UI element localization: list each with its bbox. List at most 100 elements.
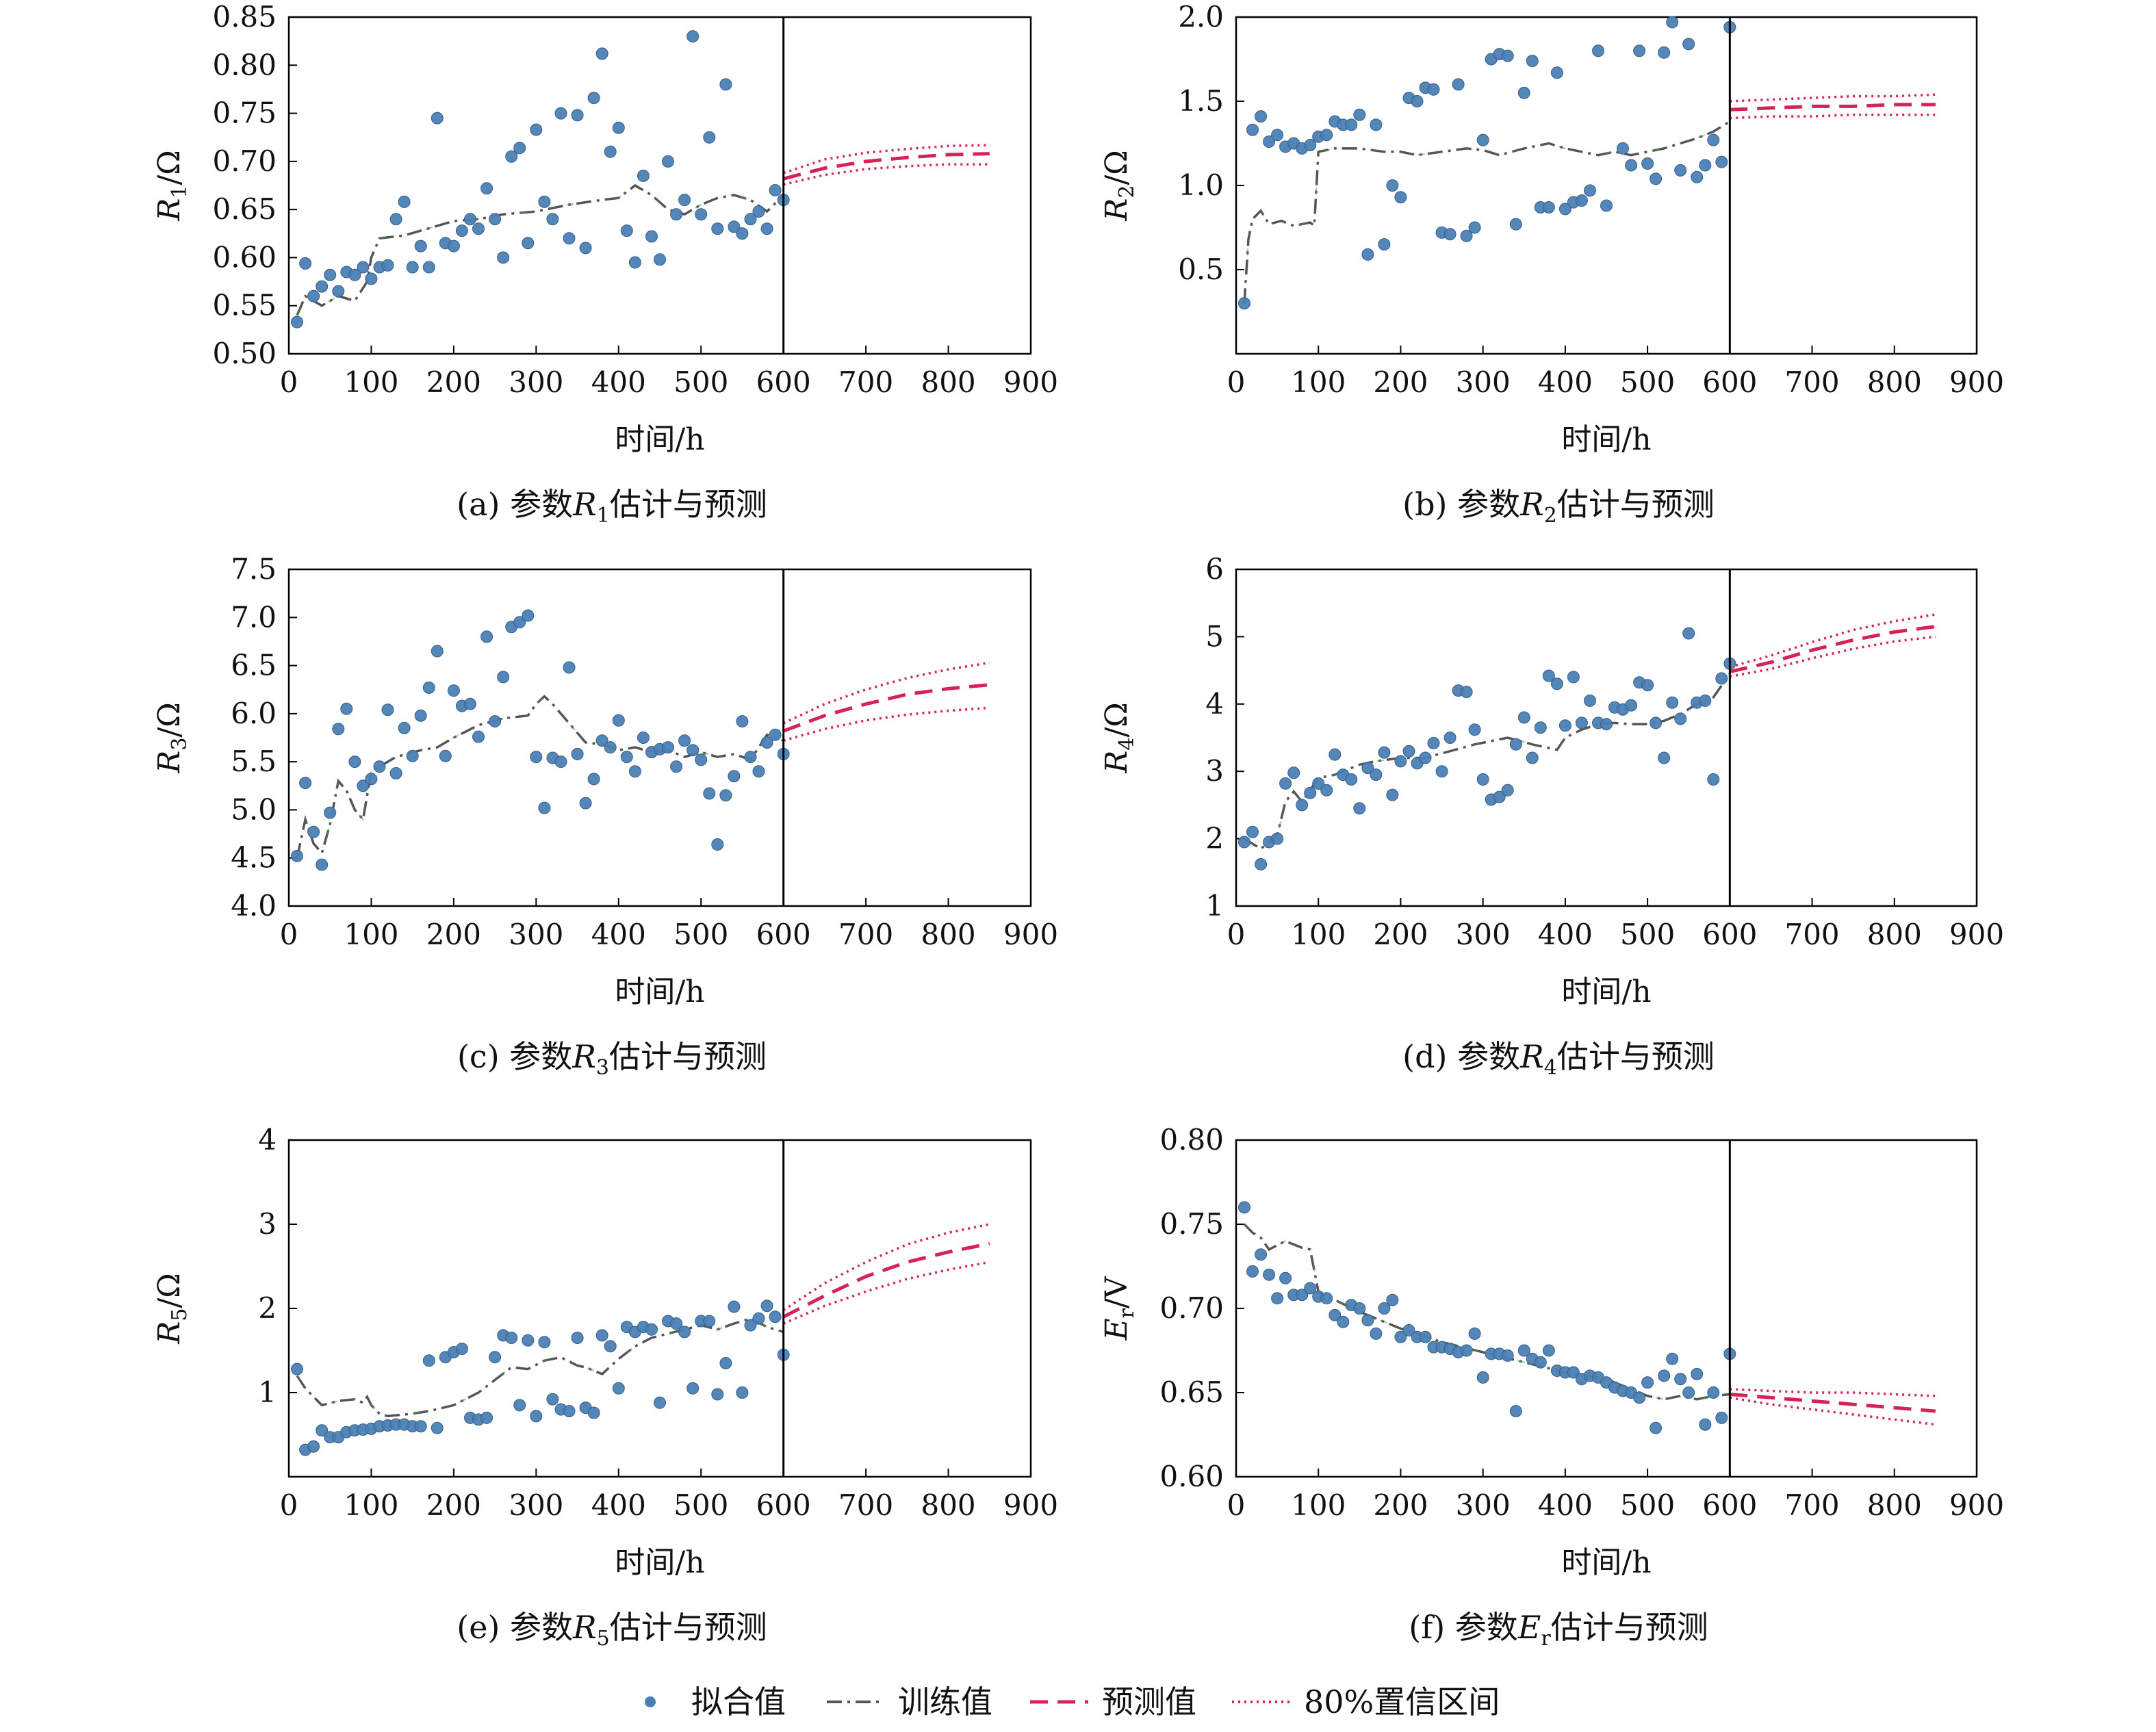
fitted-point [1699, 159, 1712, 172]
fitted-point [620, 224, 633, 237]
fitted-point [316, 280, 329, 293]
x-tick-label: 100 [1291, 1488, 1346, 1522]
chart-panel-d: 0 100 200 300 400 500 600 700 800 900123456时间/hR4… [1099, 552, 2004, 1080]
fitted-point [332, 285, 345, 298]
fitted-point [299, 257, 312, 270]
x-tick-label: 600 [1702, 365, 1757, 399]
fitted-point [1411, 95, 1424, 107]
fitted-point [571, 109, 584, 122]
y-tick-label: 6 [1205, 552, 1224, 586]
fitted-point [654, 1396, 666, 1409]
y-tick-label: 2 [1205, 822, 1224, 855]
training-accent-line [1244, 1224, 1730, 1400]
x-tick-label: 0 [280, 918, 298, 951]
x-tick-label: 500 [1620, 918, 1675, 951]
caption-symbol: E [1517, 1609, 1541, 1646]
y-tick-label: 4 [1205, 687, 1224, 721]
fitted-point [497, 251, 510, 264]
caption-subscript: 4 [1544, 1056, 1557, 1080]
fitted-point [595, 1329, 608, 1342]
fitted-point [744, 213, 757, 226]
y-tick-label: 0.65 [212, 192, 277, 226]
x-tick-label: 700 [838, 918, 893, 951]
fitted-point [422, 261, 435, 274]
fitted-point [1386, 1293, 1399, 1306]
caption-symbol: R [1519, 1038, 1544, 1075]
fitted-point [587, 1406, 600, 1419]
fitted-point [711, 1388, 724, 1401]
fitted-point [422, 681, 435, 694]
x-tick-label: 900 [1003, 918, 1058, 951]
x-tick-label: 600 [1702, 1488, 1757, 1522]
fitted-point [1435, 765, 1448, 778]
fitted-point [422, 1354, 435, 1367]
fitted-point [513, 142, 526, 155]
x-tick-label: 400 [1538, 1488, 1593, 1522]
y-axis-subscript: 2 [1115, 185, 1139, 198]
fitted-point [1567, 671, 1580, 684]
fitted-point [1641, 679, 1654, 692]
fitted-point [1320, 1292, 1333, 1305]
fitted-point [307, 825, 320, 838]
fitted-point [554, 755, 567, 768]
x-tick-label: 100 [344, 365, 398, 399]
ci-upper-line [1730, 1388, 1936, 1397]
fitted-point [1460, 229, 1473, 242]
fitted-point [1312, 777, 1325, 790]
x-tick-label: 0 [280, 365, 298, 399]
fitted-point [1353, 802, 1366, 815]
fitted-point [1682, 627, 1695, 640]
panels-group: 0 100 200 300 400 500 600 700 800 9000.500.550.60… [152, 0, 2004, 1651]
y-axis-label: R1/Ω [152, 150, 192, 222]
x-tick-label: 400 [591, 1488, 646, 1522]
x-tick-label: 300 [509, 1488, 563, 1522]
y-tick-label: 0.55 [212, 289, 277, 322]
y-tick-label: 0.65 [1159, 1375, 1224, 1409]
caption-suffix: 估计与预测 [610, 486, 767, 523]
fitted-point [431, 1421, 444, 1434]
legend-confidence-label: 80%置信区间 [1304, 1683, 1500, 1720]
fitted-point [1370, 118, 1383, 131]
fitted-point [414, 709, 427, 722]
fitted-point [563, 661, 576, 674]
fitted-point [1255, 858, 1268, 870]
fitted-point [612, 121, 625, 134]
fitted-point [752, 765, 765, 778]
fitted-point [1263, 135, 1276, 148]
fitted-point [357, 261, 370, 274]
fitted-point [695, 208, 708, 221]
fitted-point [1715, 155, 1728, 168]
fitted-point [703, 787, 716, 800]
legend-training-label: 训练值 [898, 1683, 992, 1720]
y-tick-label: 0.5 [1178, 253, 1224, 286]
fitted-point [744, 1319, 757, 1332]
fitted-point [1246, 825, 1259, 838]
fitted-point [1246, 123, 1259, 136]
fitted-point [1517, 86, 1530, 99]
fitted-point [769, 1310, 782, 1323]
fitted-point [1443, 732, 1456, 744]
fitted-point [1345, 773, 1358, 786]
fitted-point [1370, 768, 1383, 781]
x-tick-label: 400 [591, 365, 646, 399]
caption-prefix: (d) 参数 [1402, 1038, 1520, 1075]
training-line [296, 1317, 784, 1418]
fitted-point [1584, 184, 1596, 197]
y-tick-label: 5 [1205, 619, 1224, 653]
y-tick-label: 4 [258, 1123, 277, 1156]
fitted-point [686, 744, 700, 757]
fitted-point [1378, 1302, 1391, 1315]
fitted-point [1386, 179, 1399, 192]
fitted-point [1592, 44, 1604, 57]
panel-caption: (f) 参数Er估计与预测 [1409, 1609, 1708, 1651]
caption-prefix: (f) 参数 [1409, 1609, 1518, 1646]
training-line [296, 183, 784, 316]
plot-frame [1235, 568, 1978, 907]
fitted-point [489, 715, 502, 728]
fitted-point [1509, 738, 1522, 751]
fitted-point [662, 155, 674, 168]
x-tick-label: 100 [344, 1488, 398, 1522]
ci-upper-line [783, 144, 990, 175]
fitted-point [678, 734, 691, 747]
x-tick-label: 500 [1620, 365, 1675, 399]
